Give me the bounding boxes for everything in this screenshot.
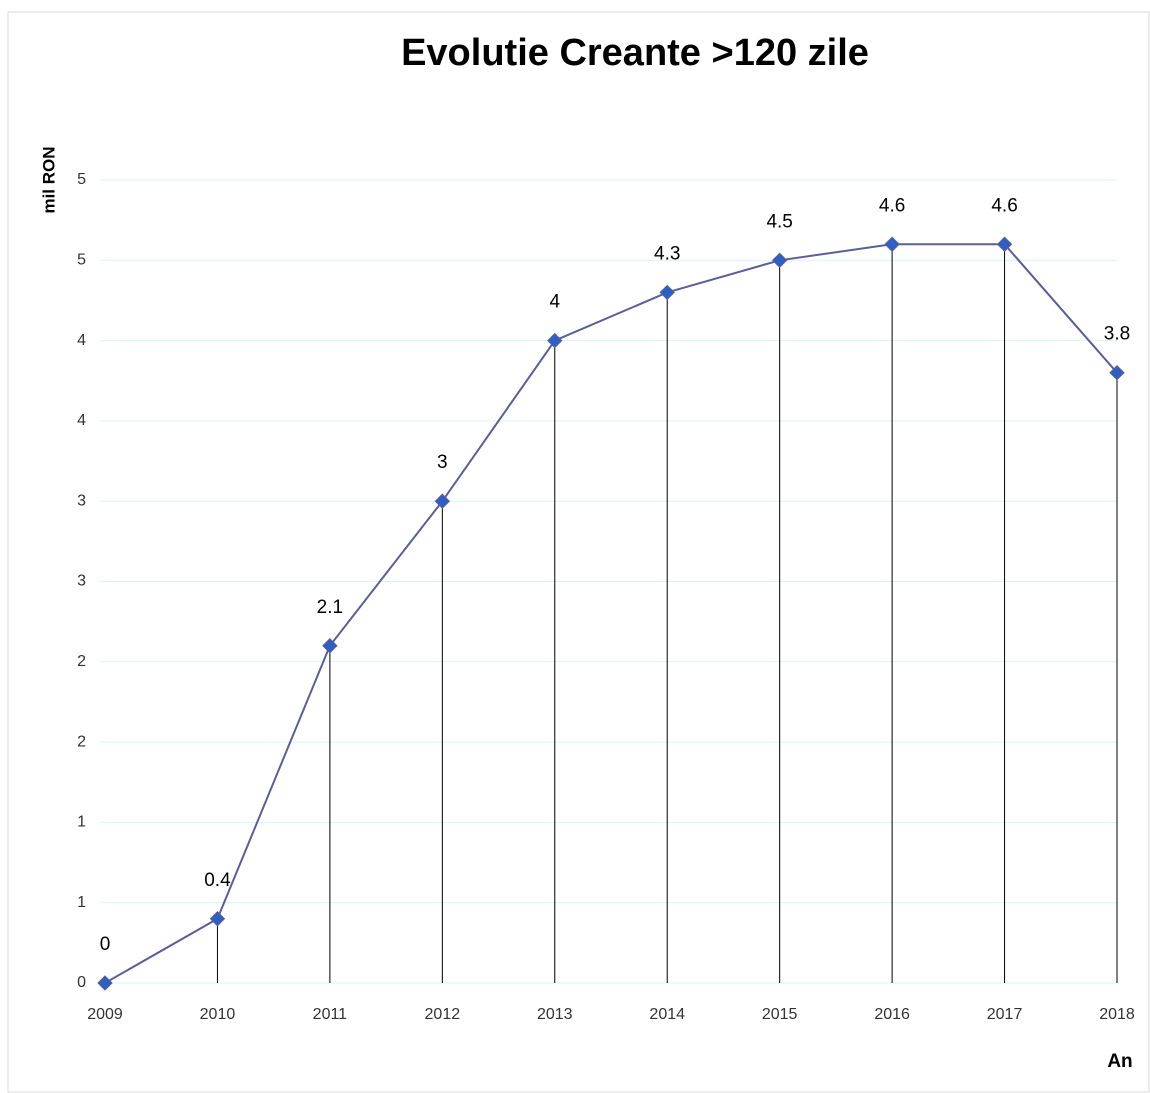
marker bbox=[209, 911, 226, 927]
data-label: 4.6 bbox=[991, 195, 1017, 216]
y-tick-label: 2 bbox=[77, 733, 86, 750]
data-label: 4 bbox=[549, 292, 560, 313]
marker bbox=[884, 236, 900, 252]
y-axis-label: mil RON bbox=[39, 146, 58, 213]
y-tick-label: 3 bbox=[77, 492, 86, 509]
marker bbox=[322, 638, 338, 654]
x-tick-label: 2009 bbox=[87, 1006, 123, 1023]
data-label: 3 bbox=[437, 452, 448, 473]
marker bbox=[434, 493, 451, 509]
y-tick-label: 5 bbox=[77, 171, 86, 188]
x-tick-label: 2010 bbox=[200, 1006, 236, 1023]
x-tick-label: 2013 bbox=[537, 1006, 573, 1023]
data-label: 4.5 bbox=[766, 211, 792, 232]
x-tick-label: 2015 bbox=[762, 1006, 798, 1023]
y-tick-label: 0 bbox=[77, 974, 86, 991]
data-label: 2.1 bbox=[317, 597, 343, 618]
data-label: 4.3 bbox=[654, 243, 680, 264]
x-tick-label: 2011 bbox=[313, 1006, 348, 1023]
x-tick-label: 2016 bbox=[874, 1006, 910, 1023]
marker bbox=[547, 332, 563, 349]
marker bbox=[659, 284, 675, 301]
y-tick-label: 4 bbox=[77, 412, 86, 429]
data-label: 4.6 bbox=[879, 195, 905, 216]
marker bbox=[771, 252, 788, 269]
y-tick-label: 1 bbox=[77, 894, 86, 911]
data-label: 0 bbox=[100, 934, 111, 955]
data-label: 0.4 bbox=[204, 870, 231, 891]
series-line bbox=[104, 243, 1118, 984]
chart-title: Evolutie Creante >120 zile bbox=[401, 32, 869, 74]
y-tick-label: 3 bbox=[77, 573, 86, 590]
x-axis-label: An bbox=[1107, 1051, 1132, 1072]
y-tick-label: 1 bbox=[77, 814, 86, 831]
y-tick-label: 5 bbox=[77, 252, 86, 269]
x-tick-label: 2017 bbox=[987, 1006, 1023, 1023]
marker bbox=[996, 236, 1013, 252]
data-label: 3.8 bbox=[1104, 324, 1130, 345]
x-tick-label: 2014 bbox=[649, 1006, 685, 1023]
marker bbox=[97, 975, 113, 991]
marker bbox=[1109, 365, 1125, 381]
x-tick-label: 2012 bbox=[425, 1006, 461, 1023]
y-tick-label: 2 bbox=[77, 653, 86, 670]
x-tick-label: 2018 bbox=[1099, 1006, 1135, 1023]
y-tick-label: 4 bbox=[77, 332, 86, 349]
chart-border bbox=[7, 11, 1150, 1093]
